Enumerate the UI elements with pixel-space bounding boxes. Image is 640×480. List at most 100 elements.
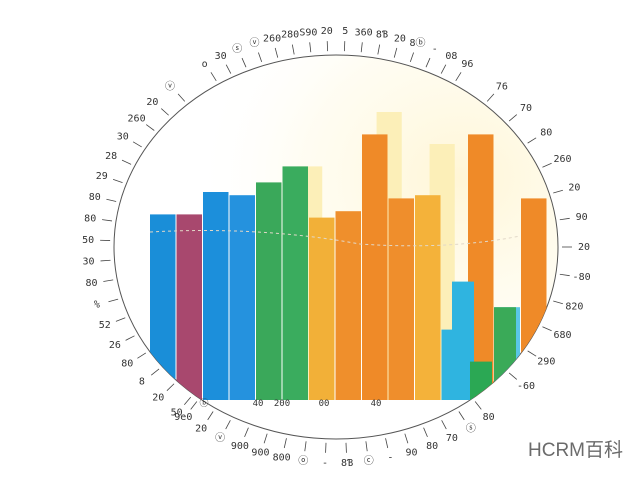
left-tick-mark-1 xyxy=(183,396,192,406)
right-tick-label-8: -80 xyxy=(573,272,591,283)
left-tick-mark-2 xyxy=(166,383,175,391)
base-label-5: 40 xyxy=(371,399,382,409)
left-tick-mark-17 xyxy=(160,108,169,116)
bottom-tick-label-9: 8Ɓ xyxy=(341,458,353,469)
left-tick-mark-6 xyxy=(115,317,126,322)
right-tick-mark-12 xyxy=(508,372,518,380)
top-tick-mark-11 xyxy=(377,44,381,55)
left-tick-mark-12 xyxy=(106,198,117,202)
left-tick-label-10: 50 xyxy=(82,235,94,246)
bar-5 xyxy=(256,182,282,400)
bottom-tick-label-8: - xyxy=(322,458,328,469)
top-tick-label-9: 5 xyxy=(342,26,348,37)
bar-1 xyxy=(150,214,176,400)
bar-10 xyxy=(388,198,414,400)
right-tick-mark-1 xyxy=(486,93,495,102)
top-tick-label-8: 20 xyxy=(321,26,333,37)
top-tick-label-13: 8ⓑ xyxy=(410,37,426,49)
left-tick-label-8: 80 xyxy=(85,278,97,289)
bottom-tick-mark-12 xyxy=(404,433,409,444)
bar-6 xyxy=(282,166,308,400)
top-tick-label-4: ⓥ xyxy=(249,37,259,49)
left-tick-mark-15 xyxy=(132,141,142,148)
top-tick-label-3: ⓢ xyxy=(232,43,242,55)
left-tick-mark-9 xyxy=(100,259,111,262)
left-tick-label-12: 80 xyxy=(89,192,101,203)
bar-3 xyxy=(203,192,229,400)
top-tick-label-1: o xyxy=(202,59,208,70)
left-tick-label-3: 8 xyxy=(139,376,145,387)
top-tick-label-6: 280 xyxy=(281,30,299,41)
right-tick-mark-5 xyxy=(553,189,563,194)
base-label-2: 40 xyxy=(253,399,264,409)
bottom-tick-mark-14 xyxy=(441,420,447,430)
top-tick-mark-3 xyxy=(241,57,247,68)
left-tick-label-15: 30 xyxy=(117,132,129,143)
top-tick-mark-10 xyxy=(360,42,363,53)
bottom-tick-label-1: 9e0 xyxy=(174,412,192,423)
left-tick-mark-3 xyxy=(150,368,160,376)
top-tick-mark-2 xyxy=(225,64,232,74)
left-tick-label-5: 26 xyxy=(109,340,121,351)
bottom-tick-label-14: 70 xyxy=(446,433,458,444)
base-labels: ⓑ 40 200 00 40 xyxy=(199,398,381,409)
bottom-tick-mark-2 xyxy=(207,411,214,421)
top-tick-mark-15 xyxy=(440,64,447,74)
bottom-tick-mark-10 xyxy=(365,441,368,452)
top-tick-mark-6 xyxy=(291,44,295,55)
left-tick-mark-5 xyxy=(125,335,135,341)
top-tick-label-12: 20 xyxy=(394,33,406,44)
top-tick-label-7: S90 xyxy=(299,27,317,38)
bar-2 xyxy=(176,214,202,400)
base-label-1: ⓑ xyxy=(199,398,208,409)
right-tick-label-11: 290 xyxy=(537,356,555,367)
left-tick-mark-16 xyxy=(145,124,155,131)
right-tick-mark-6 xyxy=(559,217,570,221)
top-tick-label-11: 8Ɓ xyxy=(376,30,388,41)
bottom-tick-label-16: 80 xyxy=(483,412,495,423)
right-tick-label-12: -60 xyxy=(517,381,535,392)
bottom-tick-label-12: 90 xyxy=(406,448,418,459)
bottom-tick-label-7: ⓞ xyxy=(298,455,308,467)
right-tick-mark-3 xyxy=(527,137,537,144)
left-tick-mark-11 xyxy=(102,219,113,222)
top-tick-label-14: - xyxy=(432,44,438,55)
top-tick-mark-7 xyxy=(309,42,312,53)
right-tick-mark-9 xyxy=(553,300,563,305)
overlay-bar-2 xyxy=(470,361,492,400)
left-tick-label-17: 20 xyxy=(146,97,158,108)
bar-11 xyxy=(415,195,441,400)
right-tick-label-6: 90 xyxy=(576,212,588,223)
bottom-tick-label-2: 20 xyxy=(195,423,207,434)
left-tick-mark-8 xyxy=(103,279,114,282)
left-tick-mark-4 xyxy=(137,352,147,359)
left-tick-label-14: 28 xyxy=(105,151,117,162)
top-tick-label-16: 96 xyxy=(461,59,473,70)
left-tick-mark-13 xyxy=(112,178,123,183)
bar-9 xyxy=(362,134,388,400)
bottom-tick-label-13: 80 xyxy=(426,441,438,452)
bottom-tick-mark-1 xyxy=(190,401,198,410)
left-tick-label-9: 30 xyxy=(83,257,95,268)
top-tick-mark-13 xyxy=(409,52,414,63)
left-tick-label-16: 260 xyxy=(128,114,146,125)
bottom-tick-mark-15 xyxy=(458,411,465,421)
right-tick-label-3: 80 xyxy=(540,128,552,139)
top-tick-label-5: 260 xyxy=(263,33,281,44)
top-tick-mark-16 xyxy=(455,72,462,81)
bottom-tick-mark-3 xyxy=(225,420,231,430)
right-tick-label-10: 680 xyxy=(554,330,572,341)
bottom-tick-label-3: ⓥ xyxy=(215,432,225,444)
top-tick-mark-12 xyxy=(393,47,398,58)
bottom-tick-mark-5 xyxy=(263,433,268,444)
bar-4 xyxy=(229,195,255,400)
watermark: HCRM百科 xyxy=(528,439,623,461)
bottom-tick-label-11: - xyxy=(387,453,393,464)
overlay-bar-1 xyxy=(452,281,474,400)
right-tick-label-4: 260 xyxy=(554,154,572,165)
right-tick-mark-2 xyxy=(508,114,518,122)
bottom-tick-mark-7 xyxy=(304,441,307,452)
bottom-tick-mark-4 xyxy=(244,427,249,438)
